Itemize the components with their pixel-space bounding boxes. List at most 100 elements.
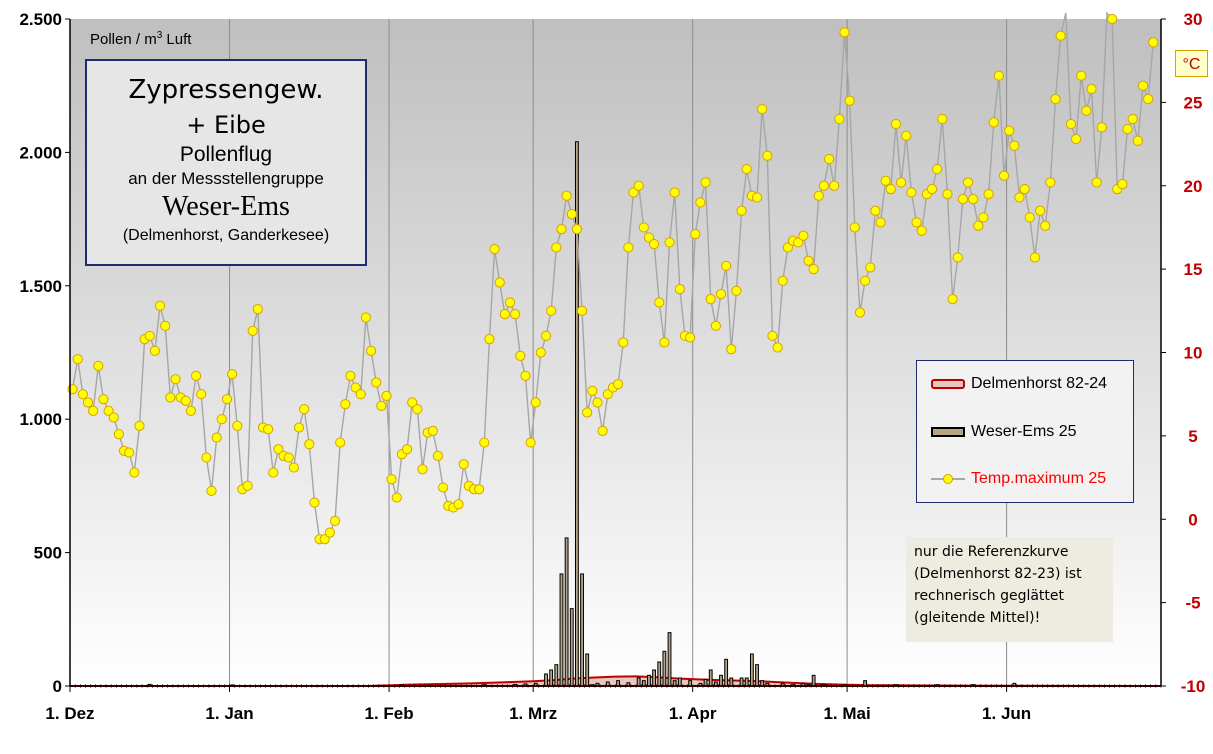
temp-point bbox=[232, 420, 243, 431]
temp-point bbox=[844, 95, 855, 106]
temp-point bbox=[962, 177, 974, 188]
x-ticks: 1. Dez 1. Jan 1. Feb 1. Mrz 1. Apr 1. Mai 1. J… bbox=[45, 684, 1162, 723]
temp-point bbox=[1045, 177, 1056, 188]
y-left-unit-label: Pollen / m3 Luft bbox=[90, 30, 192, 48]
temp-point bbox=[540, 330, 552, 341]
temp-point bbox=[612, 379, 624, 390]
temp-point bbox=[530, 397, 541, 408]
temp-point bbox=[937, 113, 948, 125]
temp-point bbox=[834, 113, 845, 125]
temp-point bbox=[252, 304, 263, 315]
bar bbox=[677, 677, 682, 687]
temp-point bbox=[216, 414, 227, 425]
temp-point bbox=[561, 190, 572, 201]
bar bbox=[744, 677, 749, 687]
temp-point bbox=[376, 400, 387, 411]
x-tick-label: 1. Mai bbox=[823, 704, 870, 723]
temp-point bbox=[890, 118, 902, 130]
y-right-tick-label: 20 bbox=[1184, 177, 1203, 196]
temp-point bbox=[638, 222, 649, 233]
temp-point bbox=[227, 369, 238, 380]
temp-point bbox=[803, 255, 814, 266]
temp-point bbox=[1096, 122, 1107, 133]
x-tick-label: 1. Jun bbox=[982, 704, 1031, 723]
temp-point bbox=[576, 305, 588, 316]
temp-point bbox=[304, 439, 315, 450]
temp-point bbox=[762, 150, 773, 161]
temp-point bbox=[201, 452, 212, 463]
temp-point bbox=[849, 222, 860, 233]
legend-item-weser-ems: Weser-Ems 25 bbox=[931, 423, 1077, 441]
temp-point bbox=[587, 385, 598, 396]
temp-point bbox=[1127, 113, 1138, 125]
temp-point bbox=[1132, 135, 1143, 146]
temp-point bbox=[499, 309, 510, 320]
temp-point bbox=[566, 208, 577, 220]
chart-title-box: Zypressengew. + Eibe Pollenflug an der M… bbox=[85, 59, 367, 266]
temp-point bbox=[1070, 133, 1082, 145]
temp-point bbox=[715, 289, 727, 300]
bar bbox=[719, 674, 723, 687]
temp-point bbox=[273, 444, 284, 455]
temp-point bbox=[221, 394, 233, 405]
temp-point bbox=[633, 180, 644, 191]
temp-point bbox=[947, 294, 958, 305]
bar bbox=[667, 632, 672, 687]
note-line-4: (gleitende Mittel)! bbox=[914, 610, 1041, 626]
temp-point bbox=[149, 345, 161, 356]
temp-point bbox=[942, 188, 953, 200]
bar bbox=[569, 608, 574, 687]
temp-point bbox=[1143, 93, 1154, 105]
temp-point bbox=[926, 183, 938, 195]
temp-point bbox=[407, 397, 418, 408]
temp-point bbox=[875, 217, 886, 228]
temp-point bbox=[350, 382, 361, 393]
temp-point bbox=[741, 163, 752, 175]
temp-point bbox=[597, 425, 608, 436]
temp-point bbox=[108, 412, 119, 423]
temp-point bbox=[1055, 30, 1066, 41]
temp-point bbox=[324, 527, 335, 538]
title-line-3: Pollenflug bbox=[179, 143, 273, 166]
temp-point bbox=[293, 422, 305, 433]
temp-point bbox=[299, 404, 310, 415]
temp-point bbox=[1034, 205, 1046, 216]
temp-point bbox=[731, 285, 742, 296]
y-left-tick-label: 0 bbox=[53, 677, 62, 696]
temp-point bbox=[664, 237, 675, 248]
temp-point bbox=[777, 275, 788, 286]
bar bbox=[739, 677, 744, 687]
y-right-unit-label: °C bbox=[1175, 50, 1208, 77]
temp-point bbox=[643, 232, 655, 243]
title-line-4: an der Messstellengruppe bbox=[128, 169, 324, 188]
temp-point bbox=[154, 300, 166, 311]
temp-point bbox=[412, 404, 423, 415]
temp-point bbox=[957, 193, 968, 205]
temp-point bbox=[525, 437, 536, 448]
temp-point bbox=[993, 70, 1004, 81]
temp-point bbox=[401, 444, 413, 455]
title-line-6: (Delmenhorst, Ganderkesee) bbox=[122, 227, 330, 244]
temp-point bbox=[438, 482, 449, 493]
x-tick-label: 1. Jan bbox=[205, 704, 253, 723]
x-tick-label: 1. Dez bbox=[45, 704, 94, 723]
bar bbox=[574, 141, 579, 687]
bar bbox=[647, 674, 651, 687]
bar bbox=[544, 673, 548, 687]
temp-point bbox=[360, 312, 372, 323]
temp-point bbox=[628, 187, 639, 198]
y-right-ticks: -10 -5 0 5 10 15 20 25 30 bbox=[1161, 10, 1205, 696]
temp-point bbox=[546, 305, 557, 316]
legend-label-temp: Temp.maximum 25 bbox=[971, 470, 1107, 487]
temp-point bbox=[556, 224, 567, 235]
temp-point bbox=[602, 389, 613, 400]
title-line-5: Weser-Ems bbox=[162, 191, 290, 222]
x-tick-label: 1. Feb bbox=[365, 704, 414, 723]
temp-point bbox=[1122, 123, 1133, 135]
temp-point bbox=[371, 377, 382, 388]
bar bbox=[703, 678, 708, 687]
temp-point bbox=[288, 462, 299, 473]
y-left-tick-label: 500 bbox=[34, 544, 62, 563]
temp-point bbox=[98, 394, 109, 405]
temp-point bbox=[504, 297, 516, 308]
